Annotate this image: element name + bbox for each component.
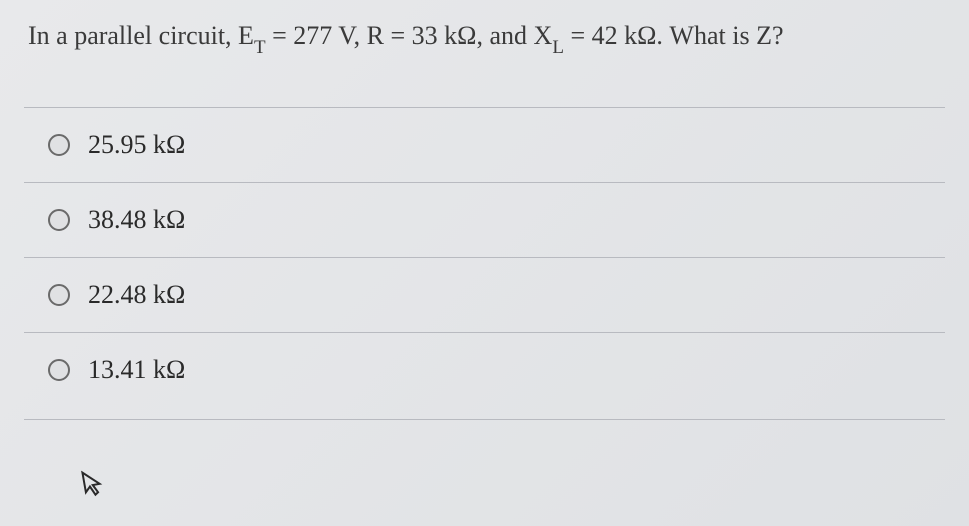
option-row[interactable]: 38.48 kΩ bbox=[24, 183, 945, 258]
question-text: In a parallel circuit, ET = 277 V, R = 3… bbox=[20, 18, 949, 59]
radio-icon[interactable] bbox=[48, 134, 70, 156]
radio-icon[interactable] bbox=[48, 359, 70, 381]
question-sub1: T bbox=[254, 37, 266, 58]
question-prefix: In a parallel circuit, E bbox=[28, 21, 254, 50]
option-label: 13.41 kΩ bbox=[88, 355, 185, 385]
options-container: 25.95 kΩ 38.48 kΩ 22.48 kΩ 13.41 kΩ bbox=[24, 107, 945, 420]
radio-icon[interactable] bbox=[48, 209, 70, 231]
cursor-icon bbox=[79, 467, 107, 505]
option-label: 25.95 kΩ bbox=[88, 130, 185, 160]
option-row[interactable]: 13.41 kΩ bbox=[24, 333, 945, 420]
option-label: 22.48 kΩ bbox=[88, 280, 185, 310]
option-label: 38.48 kΩ bbox=[88, 205, 185, 235]
option-row[interactable]: 25.95 kΩ bbox=[24, 108, 945, 183]
question-sub2: L bbox=[552, 37, 564, 58]
option-row[interactable]: 22.48 kΩ bbox=[24, 258, 945, 333]
question-mid2: = 42 kΩ. What is Z? bbox=[564, 21, 784, 50]
radio-icon[interactable] bbox=[48, 284, 70, 306]
question-mid1: = 277 V, R = 33 kΩ, and X bbox=[266, 21, 553, 50]
